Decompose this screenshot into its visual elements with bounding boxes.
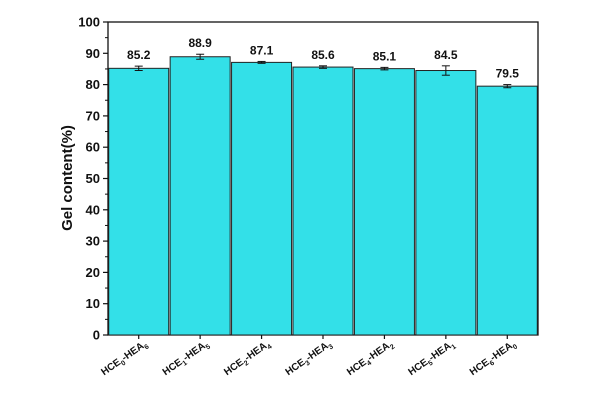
y-tick-label: 30 [86,234,100,249]
x-category-label: HCE3-HEA3 [284,338,335,379]
x-category-label: HCE2-HEA4 [222,338,273,379]
bar [108,67,170,336]
data-labels: 85.2 88.9 87.1 85.6 85.1 84.5 79.5 [127,36,519,80]
y-tick-label: 90 [86,46,100,61]
y-tick-label: 50 [86,171,100,186]
data-label: 84.5 [434,48,458,62]
y-axis-title: Gel content(%) [59,125,76,231]
data-label: 85.2 [127,48,151,62]
data-label: 87.1 [250,43,274,57]
x-category-label: HCE6-HEA0 [468,338,519,379]
bar [231,61,293,336]
x-category-label: HCE1-HEA5 [161,338,212,379]
y-tick-label: 20 [86,265,100,280]
bar [353,68,415,336]
y-tick-label: 0 [93,328,100,343]
data-label: 85.1 [373,49,397,63]
y-tick-label: 100 [78,15,100,30]
y-tick-label: 80 [86,77,100,92]
y-tick-label: 40 [86,202,100,217]
y-axis-ticks: 0 10 20 30 40 50 60 70 80 90 100 [78,15,108,343]
x-category-label: HCE0-HEA6 [99,338,150,379]
bars [108,56,538,339]
bar [169,56,231,336]
data-label: 88.9 [188,36,212,50]
error-bars [134,53,512,89]
data-label: 79.5 [496,67,520,81]
bar [476,85,538,336]
data-label: 85.6 [311,48,335,62]
x-category-label: HCE5-HEA1 [407,338,458,379]
y-tick-label: 70 [86,108,100,123]
x-category-label: HCE4-HEA2 [345,338,396,379]
bar [415,70,477,336]
y-tick-label: 60 [86,140,100,155]
bar [292,66,354,336]
y-tick-label: 10 [86,296,100,311]
